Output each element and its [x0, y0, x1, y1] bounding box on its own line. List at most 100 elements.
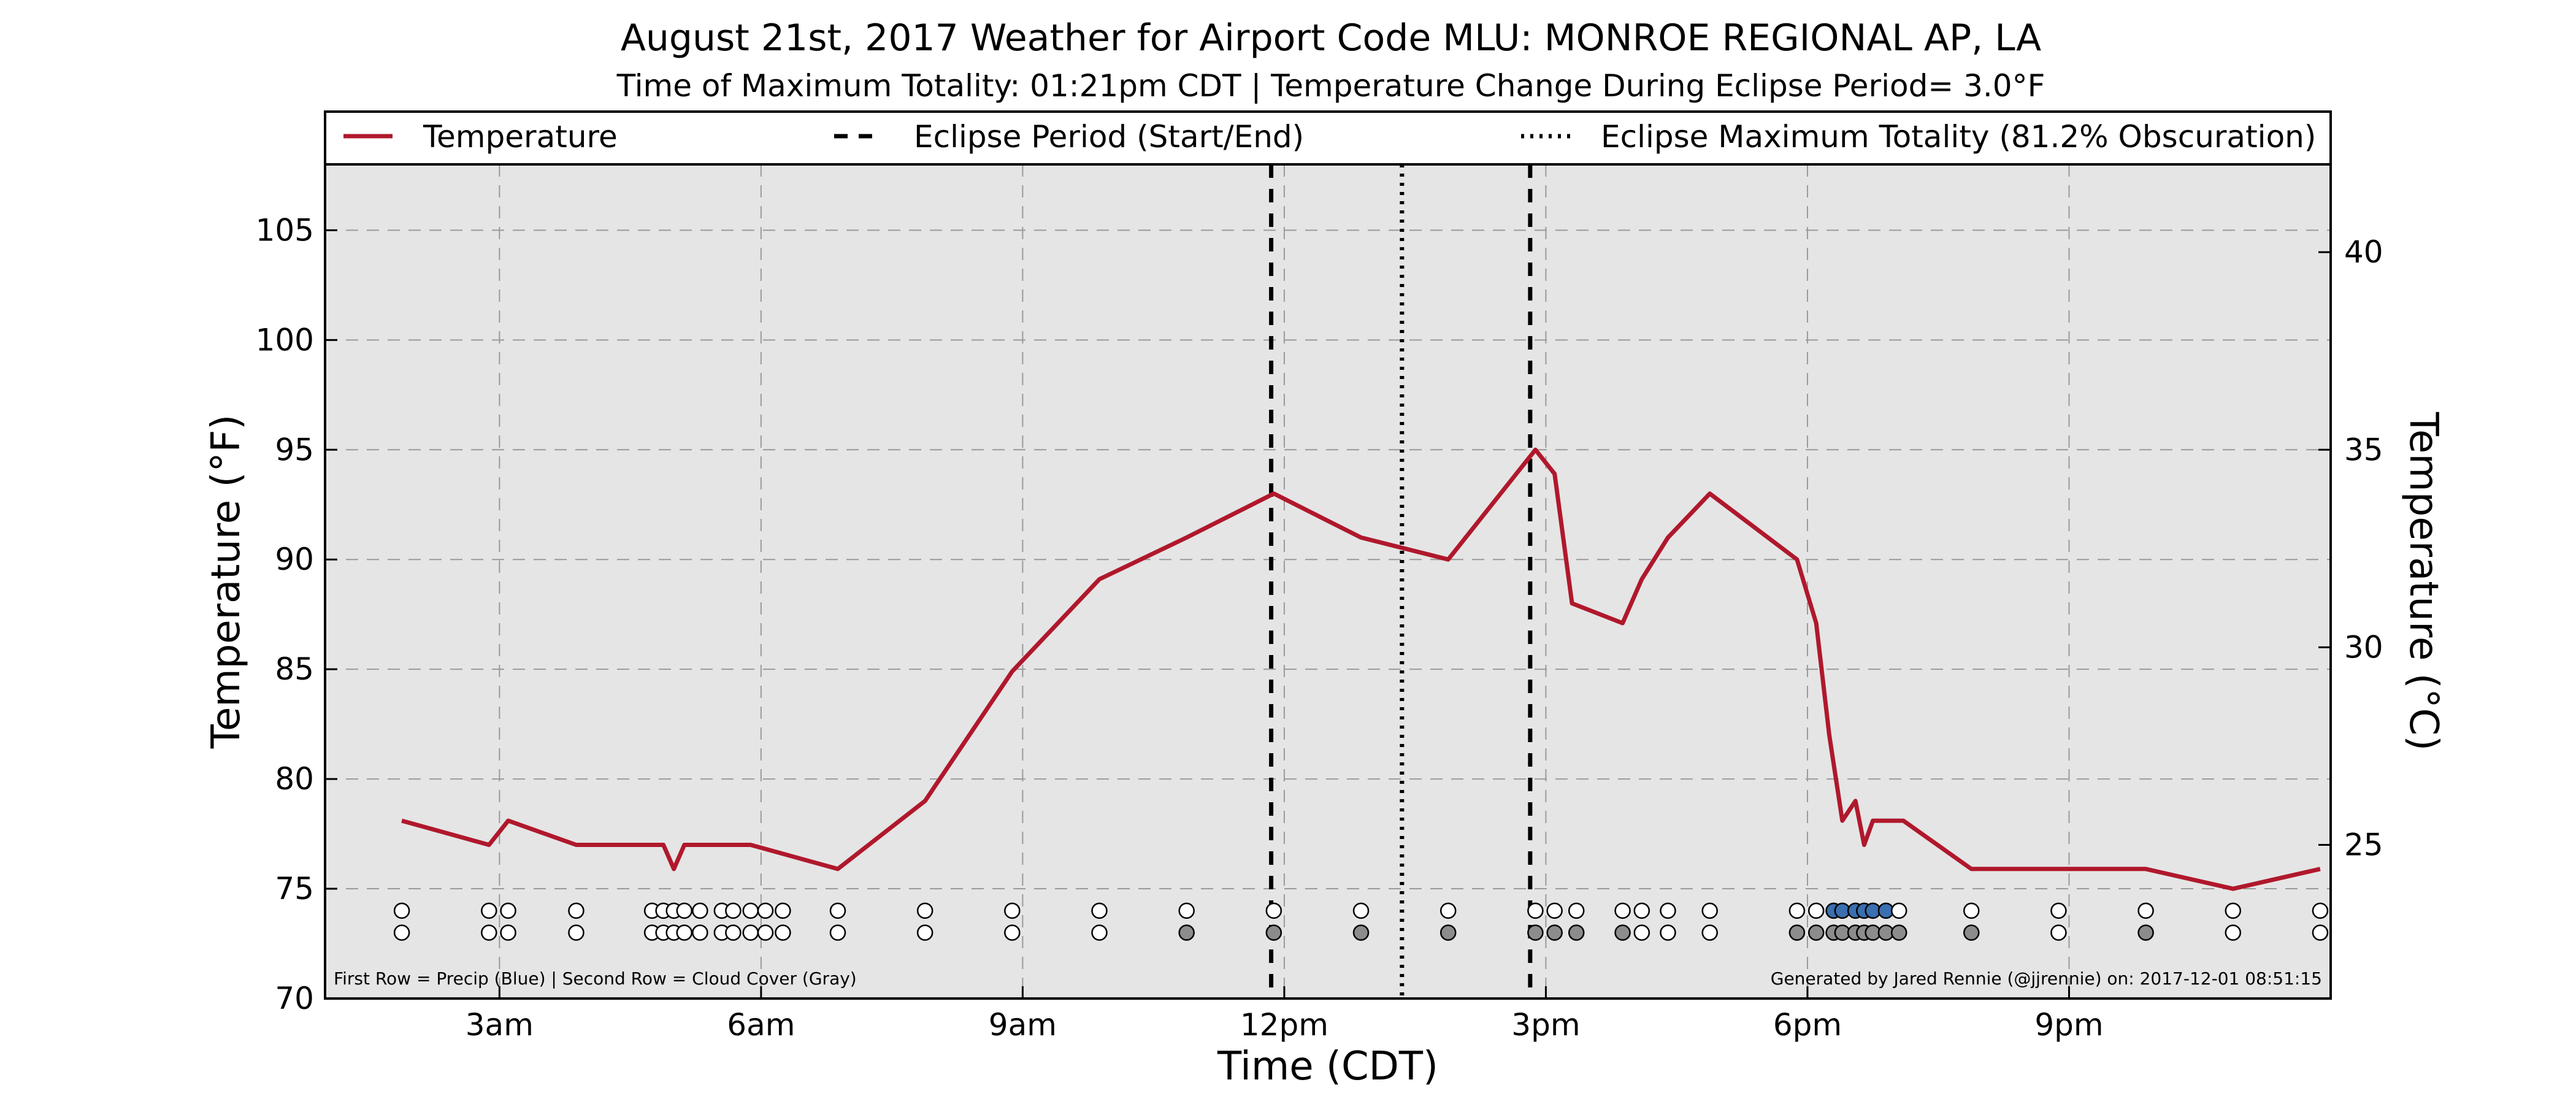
cloud-marker [916, 924, 933, 941]
chart-subtitle: Time of Maximum Totality: 01:21pm CDT | … [616, 68, 2045, 104]
legend-box [324, 110, 2332, 166]
y-right-tick-label: 35 [2344, 432, 2383, 467]
precip-marker [1890, 902, 1907, 919]
plot-area [325, 164, 2331, 999]
cloud-marker [393, 924, 410, 941]
cloud-marker [1807, 924, 1825, 941]
precip-marker [1178, 902, 1195, 919]
y-tick-label: 95 [275, 432, 314, 467]
cloud-marker [1004, 924, 1021, 941]
cloud-marker [692, 924, 708, 941]
cloud-marker [1546, 924, 1563, 941]
cloud-marker [1568, 924, 1585, 941]
footnote-right: Generated by Jared Rennie (@jjrennie) on… [1771, 968, 2322, 989]
precip-marker [742, 902, 759, 919]
precip-marker [1527, 902, 1544, 919]
cloud-marker [757, 924, 774, 941]
cloud-marker [1352, 924, 1370, 941]
precip-marker [676, 902, 693, 919]
cloud-marker [742, 924, 759, 941]
precip-marker [692, 902, 708, 919]
chart-title: August 21st, 2017 Weather for Airport Co… [621, 17, 2041, 59]
precip-marker [775, 902, 791, 919]
precip-marker [1352, 902, 1370, 919]
precip-marker [2225, 902, 2242, 919]
chart-legend: Temperature Eclipse Period (Start/End) E… [324, 110, 2332, 166]
cloud-marker [1890, 924, 1907, 941]
x-tick-label: 9pm [2034, 1007, 2103, 1043]
precip-marker [829, 902, 846, 919]
precip-marker [2312, 902, 2329, 919]
precip-marker [757, 902, 774, 919]
precip-marker [1701, 902, 1718, 919]
cloud-marker [725, 924, 742, 941]
y-right-tick-label: 25 [2344, 827, 2383, 862]
y-tick-label: 105 [256, 212, 314, 248]
y-axis-label-right: Temperature (°C) [2401, 412, 2446, 751]
grid-lines [325, 164, 2331, 999]
cloud-marker [2312, 924, 2329, 941]
cloud-marker [1527, 924, 1544, 941]
precip-marker [1963, 902, 1980, 919]
cloud-marker [676, 924, 693, 941]
legend-label-eclipse-period: Eclipse Period (Start/End) [914, 119, 1304, 155]
x-tick-label: 12pm [1240, 1007, 1328, 1043]
y-tick-label: 75 [275, 871, 314, 907]
cloud-marker [2050, 924, 2067, 941]
cloud-marker [2137, 924, 2154, 941]
y-tick-label: 85 [275, 651, 314, 687]
legend-label-eclipse-max: Eclipse Maximum Totality (81.2% Obscurat… [1601, 119, 2316, 155]
precip-marker [916, 902, 933, 919]
eclipse-lines [1269, 164, 1533, 999]
precip-marker [2137, 902, 2154, 919]
x-tick-label: 9am [989, 1007, 1057, 1043]
y-tick-label: 80 [275, 761, 314, 797]
series-line-temperature [401, 447, 2321, 891]
precip-marker [1660, 902, 1676, 919]
cloud-marker [1788, 924, 1806, 941]
x-tick-label: 3pm [1511, 1007, 1580, 1043]
precip-marker [1265, 902, 1282, 919]
precip-marker [1807, 902, 1825, 919]
cloud-marker [1660, 924, 1676, 941]
precip-marker [568, 902, 585, 919]
cloud-marker [1701, 924, 1718, 941]
precip-marker [481, 902, 497, 919]
cloud-marker [1265, 924, 1282, 941]
y-tick-label: 90 [275, 542, 314, 577]
precip-marker [1439, 902, 1457, 919]
cloud-marker [1091, 924, 1108, 941]
cloud-marker [1439, 924, 1457, 941]
y-tick-label: 100 [256, 322, 314, 358]
x-tick-label: 6am [727, 1007, 795, 1043]
cloud-marker [500, 924, 516, 941]
y-tick-label: 70 [275, 981, 314, 1016]
precip-marker [500, 902, 516, 919]
cloud-marker [1963, 924, 1980, 941]
precip-marker [2050, 902, 2067, 919]
axes: 70 75 80 85 90 95 100 105 3am 6am 9am 12pm 3pm 6pm 9pm… [256, 212, 2383, 1043]
x-axis-label: Time (CDT) [1217, 1044, 1438, 1089]
precip-marker [1633, 902, 1650, 919]
y-right-tick-label: 30 [2344, 629, 2383, 665]
precip-marker [1546, 902, 1563, 919]
precip-marker [393, 902, 410, 919]
precip-marker [1614, 902, 1631, 919]
precip-marker [1091, 902, 1108, 919]
cloud-marker [1633, 924, 1650, 941]
precip-marker [1788, 902, 1806, 919]
cloud-marker [775, 924, 791, 941]
plot-frame [324, 163, 2332, 1000]
cloud-marker [568, 924, 585, 941]
cloud-marker [2225, 924, 2242, 941]
precip-marker [725, 902, 742, 919]
cloud-marker [829, 924, 846, 941]
footnote-left: First Row = Precip (Blue) | Second Row =… [334, 968, 857, 989]
marker-layer [393, 902, 2329, 941]
precip-marker [1568, 902, 1585, 919]
legend-label-temperature: Temperature [423, 119, 618, 155]
series-layer [401, 447, 2321, 891]
cloud-marker [481, 924, 497, 941]
y-right-tick-label: 40 [2344, 234, 2383, 270]
x-tick-label: 6pm [1773, 1007, 1842, 1043]
